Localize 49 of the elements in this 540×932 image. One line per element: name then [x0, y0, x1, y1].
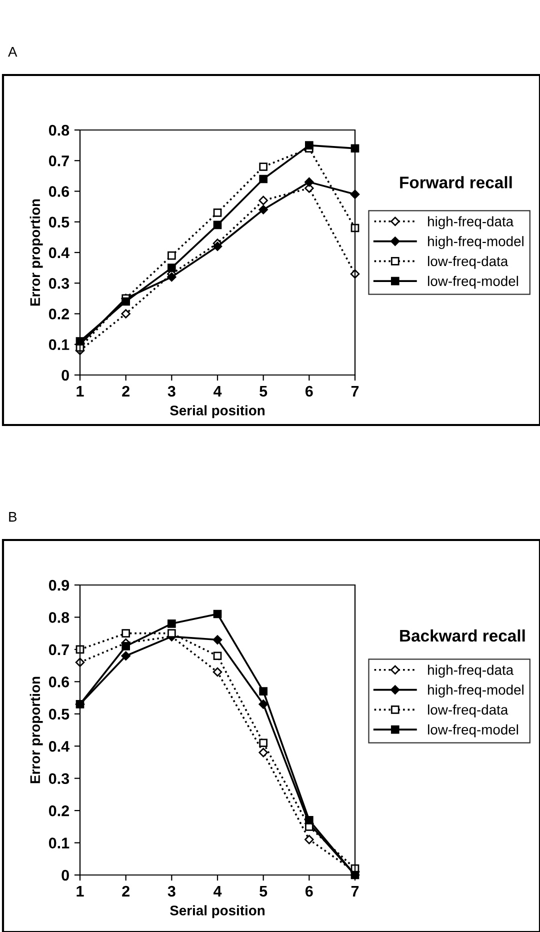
text: A: [8, 47, 18, 57]
x-tick-label: 2: [122, 386, 130, 396]
y-tick-label: 0.5: [48, 708, 70, 720]
y-tick-label: 0: [62, 870, 69, 881]
x-tick-label: 1: [76, 386, 84, 396]
y-tick-label: 0.4: [48, 740, 70, 752]
y-tick-label: 0.2: [48, 308, 69, 320]
y-tick-label: 0.6: [48, 676, 70, 688]
y-tick-label: 0.3: [48, 773, 70, 784]
text: Forward recall: [400, 176, 512, 188]
x-tick-label: 5: [260, 886, 268, 897]
y-tick-label: 0.8: [48, 124, 70, 136]
y-tick-label: 0.7: [48, 644, 69, 656]
x-tick-label: 3: [168, 886, 176, 897]
x-tick-label: 1: [76, 886, 84, 896]
legend-label: low-freq-data: [428, 256, 508, 269]
x-tick-label: 7: [351, 386, 359, 396]
legend-label: high-freq-model: [428, 236, 524, 250]
y-tick-label: 0.7: [48, 155, 69, 166]
legend-label: high-freq-data: [428, 216, 514, 230]
y-tick-label: 0.3: [48, 278, 70, 289]
x-tick-label: 3: [168, 386, 176, 397]
y-tick-label: 0.5: [48, 216, 70, 228]
y-tick-label: 0.8: [48, 612, 70, 623]
y-tick-label: 0.4: [48, 247, 70, 258]
y-axis-title: Error proportion: [30, 676, 43, 784]
x-tick-label: 5: [260, 386, 268, 397]
x-tick-label: 7: [351, 886, 359, 896]
x-tick-label: 4: [213, 886, 222, 896]
text: B: [9, 512, 17, 522]
x-axis-title: Serial position: [170, 905, 264, 918]
y-tick-label: 0.1: [48, 838, 70, 848]
legend-label: low-freq-model: [428, 276, 518, 289]
y-tick-label: 0: [62, 370, 69, 381]
y-tick-label: 0.2: [48, 805, 69, 816]
text: Backward recall: [400, 629, 525, 642]
y-tick-label: 0.1: [48, 339, 70, 350]
x-tick-label: 2: [122, 886, 130, 896]
legend-label: low-freq-model: [428, 724, 518, 738]
x-tick-label: 4: [213, 386, 222, 396]
x-tick-label: 6: [305, 886, 313, 897]
y-axis-title: Error proportion: [30, 199, 43, 306]
legend-label: low-freq-data: [428, 704, 508, 718]
x-tick-label: 6: [305, 386, 313, 397]
legend-label: high-freq-data: [428, 664, 514, 678]
y-tick-label: 0.6: [48, 186, 70, 197]
y-tick-label: 0.9: [48, 580, 70, 591]
x-axis-title: Serial position: [170, 405, 264, 418]
legend-label: high-freq-model: [428, 684, 524, 698]
